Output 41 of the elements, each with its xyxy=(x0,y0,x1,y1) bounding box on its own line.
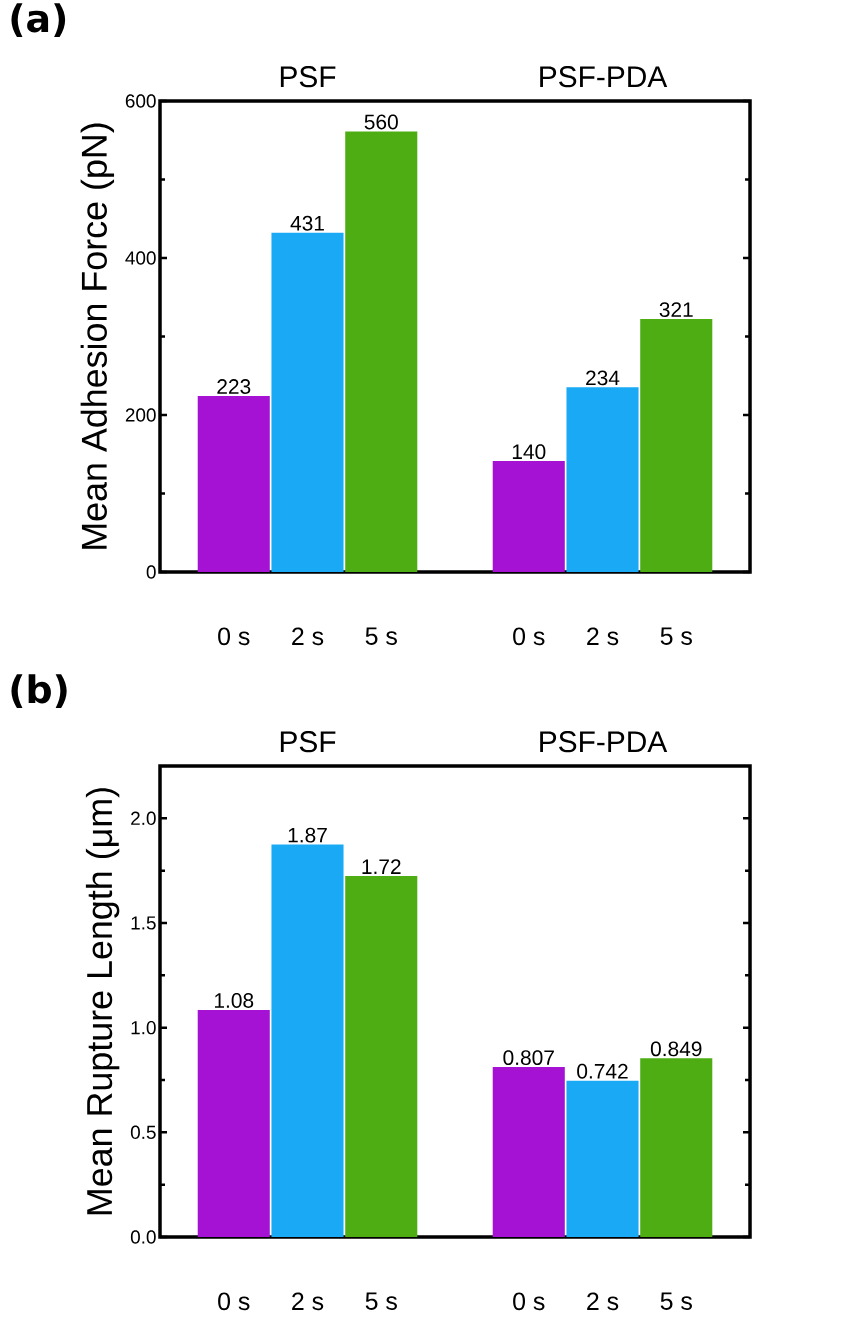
y-tick-label: 200 xyxy=(125,408,156,422)
text: PSF xyxy=(280,66,336,88)
chart-title: (a) xyxy=(11,3,66,37)
data-label: 1.08 xyxy=(214,993,254,1008)
x-tick-label: 5 s xyxy=(365,1292,397,1310)
data-label: 0.849 xyxy=(650,1041,702,1057)
x-tick-label: 2 s xyxy=(292,627,324,646)
y-tick-label: 600 xyxy=(125,94,156,108)
data-label: 0.807 xyxy=(503,1050,554,1066)
x-tick-label: 2 s xyxy=(587,627,619,646)
data-label: 321 xyxy=(659,302,693,317)
data-label: 1.72 xyxy=(362,859,401,874)
data-label: 0.742 xyxy=(577,1063,628,1079)
x-tick-label: 5 s xyxy=(660,627,692,645)
y-tick-label: 1.0 xyxy=(131,1020,156,1035)
data-label: 140 xyxy=(512,444,546,460)
y-tick-label: 1.5 xyxy=(131,916,156,930)
data-label: 234 xyxy=(586,370,620,386)
text: PSF xyxy=(280,731,336,753)
x-tick-label: 0 s xyxy=(218,1292,250,1311)
text: PSF-PDA xyxy=(540,731,668,753)
x-tick-label: 2 s xyxy=(587,1292,619,1311)
y-tick-label: 0 xyxy=(146,565,156,579)
chart-title: (b) xyxy=(11,674,67,708)
data-label: 223 xyxy=(217,379,251,394)
y-axis-title: Mean Rupture Length (μm) xyxy=(85,788,120,1215)
x-tick-label: 2 s xyxy=(292,1292,324,1311)
y-tick-label: 2.0 xyxy=(131,811,156,826)
x-tick-label: 0 s xyxy=(513,1292,545,1311)
data-label: 431 xyxy=(290,215,324,231)
y-tick-label: 0.0 xyxy=(130,1230,156,1244)
y-tick-label: 0.5 xyxy=(130,1125,156,1140)
data-label: 560 xyxy=(364,114,398,130)
text: PSF-PDA xyxy=(540,66,668,88)
y-tick-label: 400 xyxy=(125,251,156,265)
x-tick-label: 0 s xyxy=(513,627,545,646)
x-tick-label: 5 s xyxy=(365,627,397,645)
x-tick-label: 0 s xyxy=(218,627,250,646)
data-label: 1.87 xyxy=(288,827,327,843)
x-tick-label: 5 s xyxy=(660,1292,692,1310)
y-axis-title: Mean Adhesion Force (pN) xyxy=(80,123,115,549)
